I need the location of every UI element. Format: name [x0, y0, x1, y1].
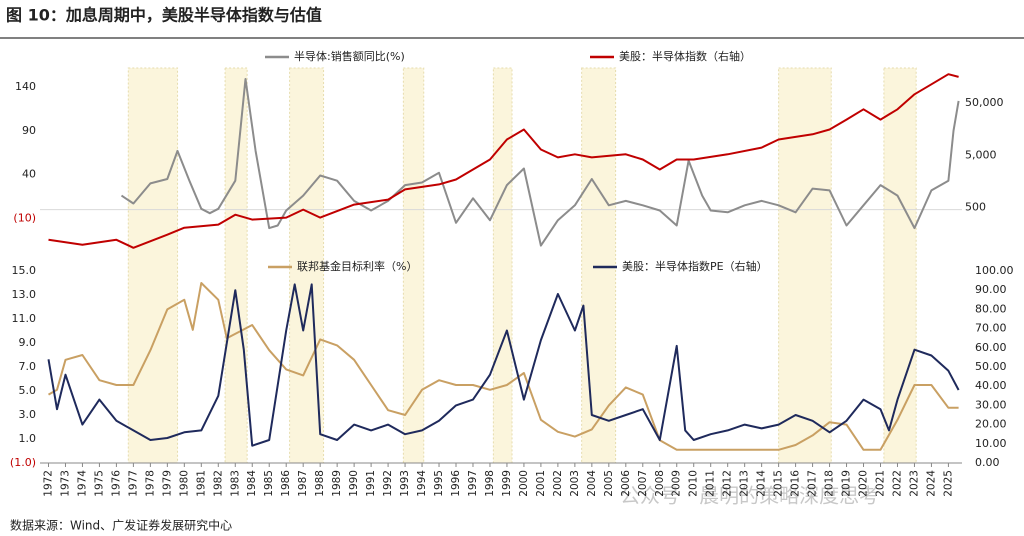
y-tick-label: 5.0	[19, 384, 37, 397]
shaded-period	[581, 67, 617, 464]
y2-tick-label: 50,000	[965, 96, 1004, 109]
legend-label: 美股：半导体指数PE（右轴）	[622, 259, 768, 273]
x-tick-label: 2014	[756, 470, 768, 497]
x-tick-label: 1995	[433, 470, 445, 497]
x-tick-label: 1996	[450, 470, 462, 497]
y2-tick-label: 60.00	[975, 341, 1007, 354]
x-tick-label: 1999	[501, 470, 513, 497]
x-tick-label: 1997	[467, 470, 479, 497]
y-tick-label: 13.0	[12, 288, 37, 301]
x-tick-label: 1977	[127, 470, 139, 497]
x-tick-label: 2009	[671, 470, 683, 497]
x-tick-label: 1981	[195, 470, 207, 497]
x-tick-label: 1978	[144, 470, 156, 497]
y2-tick-label: 70.00	[975, 322, 1007, 335]
y-tick-label: 3.0	[19, 408, 37, 421]
x-tick-label: 2004	[586, 470, 598, 497]
x-tick-label: 1972	[42, 470, 54, 497]
x-tick-label: 1982	[212, 470, 224, 497]
x-tick-label: 1975	[93, 470, 105, 497]
x-tick-label: 1989	[331, 470, 343, 497]
x-tick-label: 2016	[790, 470, 802, 497]
x-tick-label: 2024	[925, 470, 937, 497]
y2-tick-label: 30.00	[975, 398, 1007, 411]
y2-tick-label: 0.00	[975, 456, 1000, 469]
y-tick-label: 140	[15, 80, 36, 93]
x-tick-label: 1986	[280, 470, 292, 497]
x-tick-label: 1974	[76, 470, 88, 497]
y-tick-label: 11.0	[12, 312, 37, 325]
series-line	[48, 282, 959, 451]
x-tick-label: 2000	[518, 470, 530, 497]
x-tick-label: 1990	[348, 470, 360, 497]
y-tick-label: 90	[22, 124, 36, 137]
x-tick-label: 2011	[705, 470, 717, 497]
x-tick-label: 1980	[178, 470, 190, 497]
x-tick-label: 2010	[688, 470, 700, 497]
x-tick-label: 1985	[263, 470, 275, 497]
x-tick-label: 2018	[824, 470, 836, 497]
x-tick-label: 2001	[535, 470, 547, 497]
x-tick-label: 1976	[110, 470, 122, 497]
x-tick-label: 2020	[858, 470, 870, 497]
shaded-period	[127, 67, 179, 464]
x-tick-label: 2025	[942, 470, 954, 497]
y-tick-label: (1.0)	[10, 456, 36, 469]
y-tick-label: 7.0	[19, 360, 37, 373]
x-tick-label: 2017	[807, 470, 819, 497]
x-tick-label: 2013	[739, 470, 751, 497]
x-tick-label: 1987	[297, 470, 309, 497]
y2-tick-label: 50.00	[975, 360, 1007, 373]
y-tick-label: (10)	[13, 211, 36, 224]
x-tick-label: 2023	[908, 470, 920, 497]
x-tick-label: 2008	[654, 470, 666, 497]
series-line	[48, 73, 959, 249]
shaded-period	[883, 67, 917, 464]
shaded-period	[224, 67, 248, 464]
y2-tick-label: 20.00	[975, 418, 1007, 431]
y2-tick-label: 100.00	[975, 264, 1014, 277]
y2-tick-label: 40.00	[975, 379, 1007, 392]
y-tick-label: 15.0	[12, 264, 37, 277]
x-tick-label: 2005	[603, 470, 615, 497]
y-tick-label: 9.0	[19, 336, 37, 349]
x-tick-label: 1988	[314, 470, 326, 497]
watermark: 公众号 · 晨明的策略深度思考	[620, 484, 879, 508]
x-tick-label: 1973	[59, 470, 71, 497]
x-tick-label: 1993	[399, 470, 411, 497]
x-tick-label: 1992	[382, 470, 394, 497]
y2-tick-label: 90.00	[975, 283, 1007, 296]
legend-label: 美股：半导体指数（右轴）	[619, 49, 751, 63]
y-tick-label: 1.0	[19, 432, 37, 445]
x-tick-label: 2007	[637, 470, 649, 497]
x-tick-label: 2003	[569, 470, 581, 497]
x-tick-label: 1998	[484, 470, 496, 497]
series-line	[47, 283, 960, 447]
x-tick-label: 1979	[161, 470, 173, 497]
x-tick-label: 2015	[773, 470, 785, 497]
x-tick-label: 1994	[416, 470, 428, 497]
x-tick-label: 2022	[891, 470, 903, 497]
x-tick-label: 1984	[246, 470, 258, 497]
chart-title: 图 10：加息周期中，美股半导体指数与估值	[6, 6, 322, 25]
y2-tick-label: 80.00	[975, 302, 1007, 315]
series-line	[120, 78, 960, 247]
y2-tick-label: 10.00	[975, 437, 1007, 450]
x-tick-label: 2002	[552, 470, 564, 497]
legend-label: 联邦基金目标利率（%）	[297, 259, 417, 273]
shaded-period	[492, 67, 513, 464]
source: 数据来源：Wind、广发证券发展研究中心	[10, 518, 232, 533]
x-tick-label: 2012	[722, 470, 734, 497]
y-tick-label: 40	[22, 168, 36, 181]
y2-tick-label: 5,000	[965, 148, 997, 161]
x-tick-label: 2006	[620, 470, 632, 497]
x-tick-label: 1983	[229, 470, 241, 497]
legend-label: 半导体:销售额同比(%)	[294, 49, 405, 63]
x-tick-label: 2019	[841, 470, 853, 497]
shaded-period	[778, 67, 832, 464]
y2-tick-label: 500	[965, 201, 986, 214]
x-tick-label: 2021	[874, 470, 886, 497]
x-tick-label: 1991	[365, 470, 377, 497]
